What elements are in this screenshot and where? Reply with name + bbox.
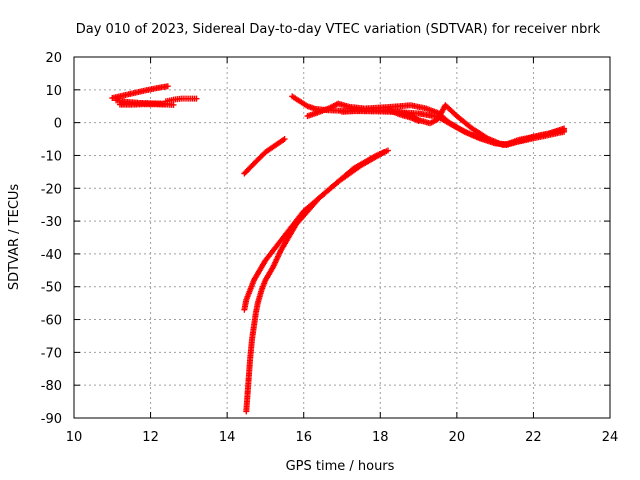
- plot-frame: [73, 56, 611, 419]
- y-tick-label: -70: [41, 346, 62, 361]
- y-tick-label: -60: [41, 314, 62, 329]
- y-tick-label: 10: [45, 84, 62, 99]
- y-tick-label: -40: [41, 248, 62, 263]
- y-tick-label: -30: [41, 215, 62, 230]
- data-point: [381, 149, 388, 156]
- x-tick-label: 22: [525, 430, 542, 445]
- y-tick-label: -10: [41, 149, 62, 164]
- data-points: [109, 83, 568, 415]
- y-tick-label: -80: [41, 379, 62, 394]
- data-point: [384, 147, 391, 154]
- x-tick-label: 12: [142, 430, 159, 445]
- y-axis-label: SDTVAR / TECUs: [7, 184, 22, 291]
- y-tick-label: -50: [41, 281, 62, 296]
- x-tick-label: 18: [372, 430, 389, 445]
- grid-lines: [74, 57, 610, 418]
- data-point: [170, 101, 177, 108]
- x-tick-label: 16: [295, 430, 312, 445]
- x-tick-label: 14: [219, 430, 236, 445]
- data-point: [164, 83, 171, 90]
- axis-ticks: 10 12 14 16 18 20 22 24 -90 -80 -70 -60 -50 -40 -30 -20…: [41, 51, 619, 445]
- y-tick-label: -20: [41, 182, 62, 197]
- data-point: [193, 95, 200, 102]
- data-point: [281, 136, 288, 143]
- x-tick-label: 20: [449, 430, 466, 445]
- x-axis-label: GPS time / hours: [286, 459, 395, 474]
- data-point: [415, 117, 422, 124]
- data-point: [561, 125, 568, 132]
- y-tick-label: 20: [45, 51, 62, 66]
- y-tick-label: 0: [54, 117, 62, 132]
- x-tick-label: 10: [66, 430, 83, 445]
- y-tick-label: -90: [41, 412, 62, 427]
- x-tick-label: 24: [602, 430, 619, 445]
- chart-title: Day 010 of 2023, Sidereal Day-to-day VTE…: [76, 22, 601, 37]
